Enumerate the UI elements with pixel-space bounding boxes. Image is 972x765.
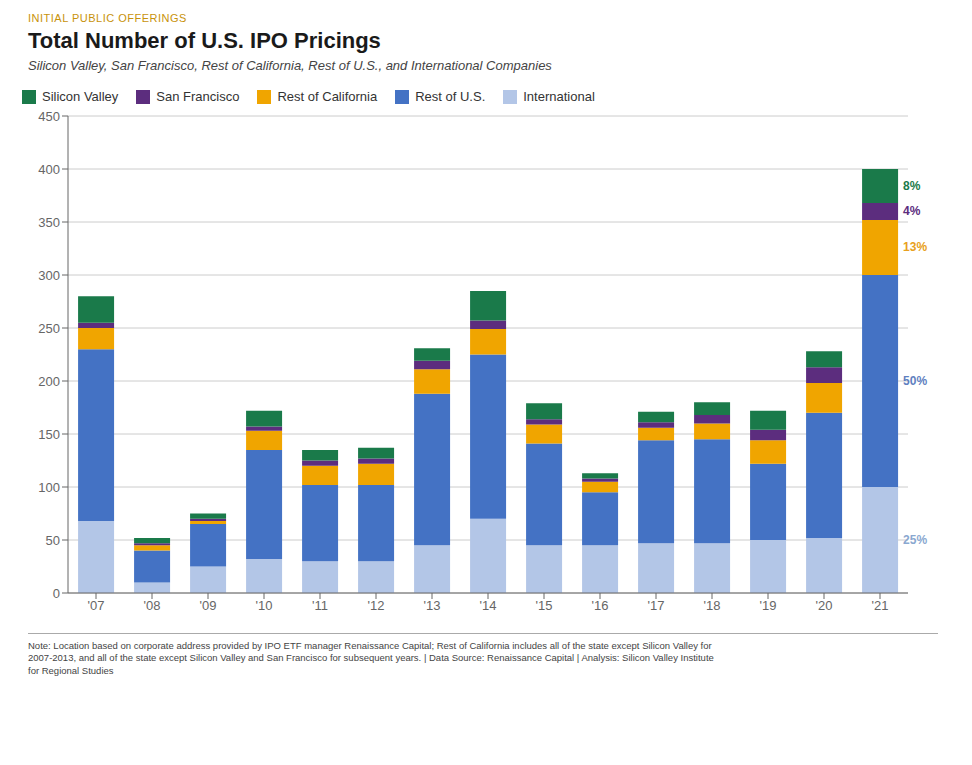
- svg-text:'08: '08: [144, 598, 161, 613]
- svg-text:'19: '19: [760, 598, 777, 613]
- html-text:San Francisco: San Francisco: [156, 89, 240, 104]
- svg-text:'16: '16: [592, 598, 609, 613]
- html-text:Silicon Valley, San Francisco,: Silicon Valley, San Francisco, Rest of C…: [28, 58, 552, 73]
- svg-text:25%: 25%: [903, 533, 927, 547]
- html-text:Note: Location based on corpor: Note: Location based on corporate addres…: [28, 640, 714, 676]
- html-text:International: International: [523, 89, 595, 104]
- svg-text:50: 50: [46, 533, 60, 548]
- svg-text:'21: '21: [872, 598, 889, 613]
- svg-text:50%: 50%: [903, 374, 927, 388]
- html-text:Rest of U.S.: Rest of U.S.: [415, 89, 486, 104]
- svg-text:13%: 13%: [903, 240, 927, 254]
- svg-text:150: 150: [38, 427, 60, 442]
- svg-text:8%: 8%: [903, 179, 921, 193]
- svg-text:100: 100: [38, 480, 60, 495]
- svg-text:'20: '20: [816, 598, 833, 613]
- svg-text:'12: '12: [368, 598, 385, 613]
- svg-text:200: 200: [38, 374, 60, 389]
- html-text:Total Number of U.S. IPO Prici: Total Number of U.S. IPO Pricings: [28, 28, 381, 53]
- svg-text:400: 400: [38, 162, 60, 177]
- svg-text:'09: '09: [200, 598, 217, 613]
- svg-text:0: 0: [53, 586, 60, 601]
- svg-text:'10: '10: [256, 598, 273, 613]
- svg-text:250: 250: [38, 321, 60, 336]
- svg-text:'18: '18: [704, 598, 721, 613]
- svg-text:4%: 4%: [903, 204, 921, 218]
- svg-text:'17: '17: [648, 598, 665, 613]
- svg-text:'07: '07: [88, 598, 105, 613]
- html-text:Silicon Valley: Silicon Valley: [42, 89, 119, 104]
- svg-text:'15: '15: [536, 598, 553, 613]
- svg-text:'11: '11: [312, 598, 328, 613]
- svg-text:'14: '14: [480, 598, 497, 613]
- svg-text:450: 450: [38, 109, 60, 124]
- html-text:INITIAL PUBLIC OFFERINGS: INITIAL PUBLIC OFFERINGS: [28, 12, 187, 24]
- svg-text:350: 350: [38, 215, 60, 230]
- svg-text:'13: '13: [424, 598, 441, 613]
- svg-text:300: 300: [38, 268, 60, 283]
- html-text:Rest of California: Rest of California: [277, 89, 378, 104]
